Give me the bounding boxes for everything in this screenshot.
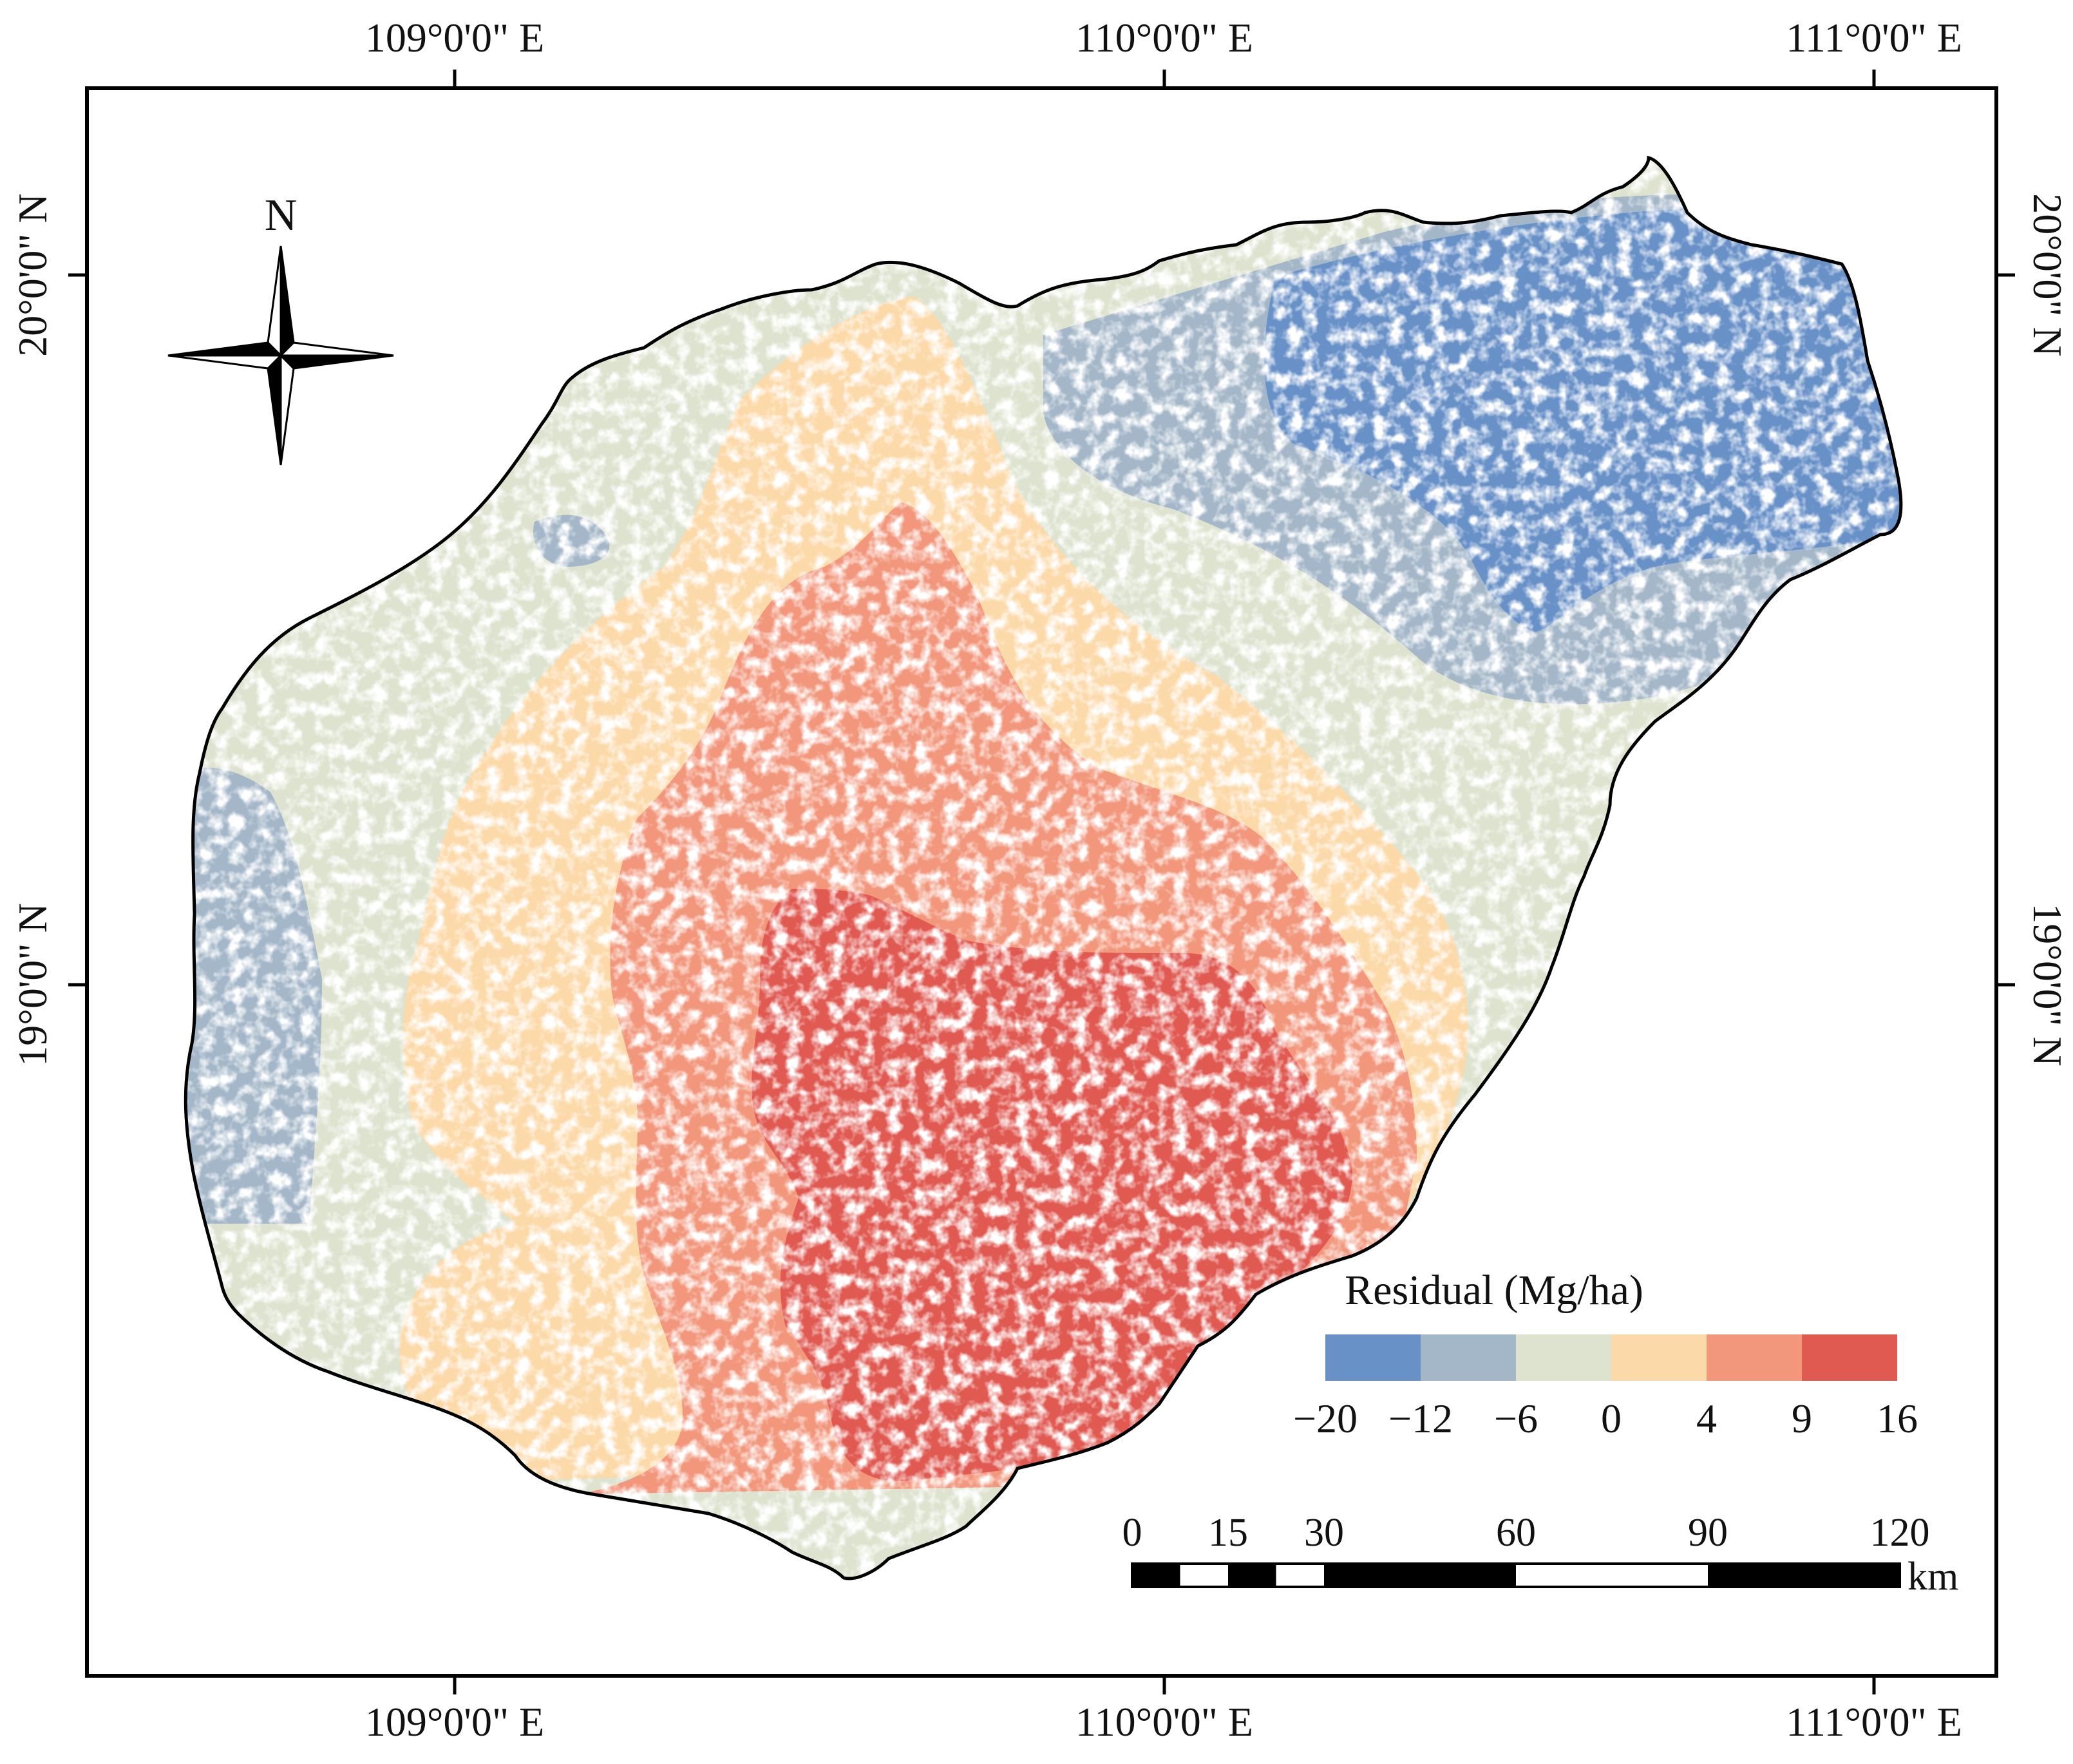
top-lon-label-3: 111°0'0" E: [1786, 15, 1962, 61]
scale-bar-segment: [1132, 1564, 1180, 1587]
legend-swatch: [1421, 1334, 1516, 1381]
scale-bar-unit: km: [1907, 1555, 1958, 1598]
map-frame: [85, 86, 1998, 1678]
scale-bar-segment: [1708, 1564, 1900, 1587]
legend-tick-label: −12: [1388, 1396, 1453, 1441]
legend-colorbar: [1325, 1334, 1897, 1381]
top-lon-label-1: 109°0'0" E: [365, 15, 544, 61]
bottom-lon-label-3: 111°0'0" E: [1786, 1699, 1962, 1745]
legend-tick-label: 9: [1792, 1396, 1812, 1441]
scale-bar-tick-label: 90: [1688, 1511, 1728, 1555]
bottom-lon-label-2: 110°0'0" E: [1075, 1699, 1253, 1745]
scale-bar-tick-label: 60: [1496, 1511, 1536, 1555]
left-lat-label-2: 19°0'0" N: [10, 903, 55, 1066]
north-label: N: [265, 191, 298, 240]
scale-bar-segments: [1131, 1562, 1901, 1588]
right-lat-label-2: 19°0'0" N: [2025, 903, 2070, 1066]
left-lat-label-1: 20°0'0" N: [10, 193, 55, 356]
compass-star-icon: [167, 245, 394, 466]
scale-bar: 0 15 30 60 90 120 km: [1122, 1511, 1959, 1598]
legend-tick-label: 4: [1696, 1396, 1717, 1441]
axis-labels-left: 20°0'0" N 19°0'0" N: [10, 193, 55, 1066]
legend-swatch: [1516, 1334, 1611, 1381]
right-lat-label-1: 20°0'0" N: [2025, 193, 2070, 356]
residual-surface: [185, 158, 1901, 1579]
axis-labels-right: 20°0'0" N 19°0'0" N: [2025, 193, 2070, 1066]
scale-bar-tick-label: 120: [1870, 1511, 1930, 1555]
frame-ticks: [68, 70, 2015, 1694]
scale-bar-tick-labels: 0 15 30 60 90 120: [1122, 1511, 1930, 1555]
legend-swatch: [1611, 1334, 1707, 1381]
legend-tick-label: −20: [1293, 1396, 1358, 1441]
legend-swatch: [1325, 1334, 1421, 1381]
legend-tick-label: −6: [1494, 1396, 1538, 1441]
scale-bar-tick-label: 30: [1304, 1511, 1344, 1555]
bottom-lon-label-1: 109°0'0" E: [365, 1699, 544, 1745]
legend-tick-label: 0: [1601, 1396, 1622, 1441]
scale-bar-tick-label: 0: [1122, 1511, 1142, 1555]
scale-bar-segment: [1228, 1564, 1276, 1587]
scale-bar-tick-label: 15: [1208, 1511, 1248, 1555]
legend-tick-labels: −20 −12 −6 0 4 9 16: [1293, 1396, 1918, 1441]
legend-tick-label: 16: [1877, 1396, 1918, 1441]
legend: Residual (Mg/ha) −20 −12 −6 0 4 9 16: [1293, 1267, 1918, 1441]
legend-swatch: [1707, 1334, 1802, 1381]
axis-labels-bottom: 109°0'0" E 110°0'0" E 111°0'0" E: [365, 1699, 1962, 1745]
legend-title: Residual (Mg/ha): [1345, 1267, 1643, 1314]
legend-swatch: [1802, 1334, 1897, 1381]
axis-labels-top: 109°0'0" E 110°0'0" E 111°0'0" E: [365, 15, 1962, 61]
scale-bar-segment: [1324, 1564, 1516, 1587]
north-arrow: N: [167, 191, 394, 466]
top-lon-label-2: 110°0'0" E: [1075, 15, 1253, 61]
